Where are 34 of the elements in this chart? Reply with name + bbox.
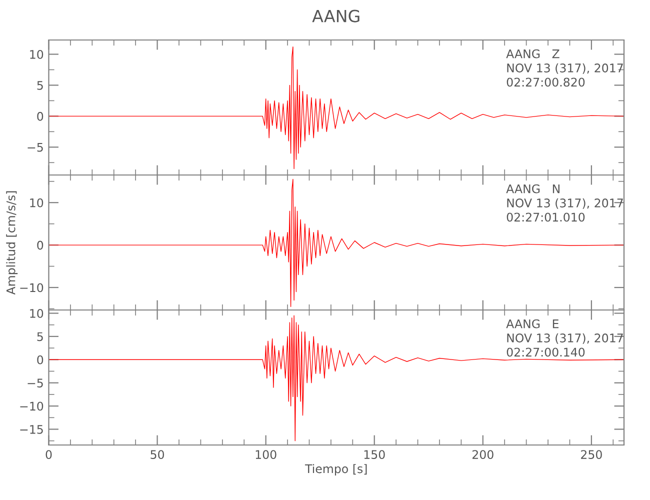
x-tick-label: 250	[581, 450, 602, 459]
y-tick-label: 5	[37, 81, 43, 90]
x-tick-label: 50	[150, 450, 164, 459]
x-tick-label: 100	[256, 450, 276, 459]
line-series	[48, 315, 624, 442]
y-tick-label: 0	[37, 355, 44, 364]
line-series	[48, 46, 624, 170]
x-tick-label: 150	[364, 450, 385, 459]
annotation: AANG E	[506, 319, 558, 328]
annotation: AANG N	[506, 184, 560, 194]
line-series	[48, 178, 624, 307]
y-tick-label: −5	[28, 378, 43, 388]
annotation: NOV 13 (317), 2017	[507, 333, 623, 344]
y-tick-label: 0	[37, 112, 44, 121]
y-tick-label: 5	[37, 332, 43, 342]
y-tick-label: −15	[20, 425, 43, 434]
y-tick-label: 10	[30, 308, 44, 318]
y-tick-label: 0	[37, 240, 44, 250]
chart-title: AANG	[312, 10, 360, 22]
annotation: 02:27:00.820	[506, 78, 585, 87]
y-tick-label: 10	[30, 50, 44, 59]
annotation: NOV 13 (317), 2017	[507, 198, 623, 209]
annotation: AANG Z	[506, 49, 560, 58]
x-tick-label: 0	[46, 450, 52, 459]
annotation: 02:27:01.010	[506, 212, 585, 222]
y-tick-label: −10	[20, 402, 44, 411]
x-tick-label: 200	[472, 450, 494, 459]
y-axis-title: Amplitud [cm/s/s]	[6, 191, 18, 295]
y-tick-label: −5	[28, 143, 43, 152]
y-tick-label: 10	[30, 198, 44, 208]
annotation: 02:27:00.140	[506, 348, 585, 357]
x-axis-title: Tiempo [s]	[304, 464, 367, 476]
y-tick-label: −10	[20, 283, 44, 292]
annotation: NOV 13 (317), 2017	[507, 63, 623, 74]
